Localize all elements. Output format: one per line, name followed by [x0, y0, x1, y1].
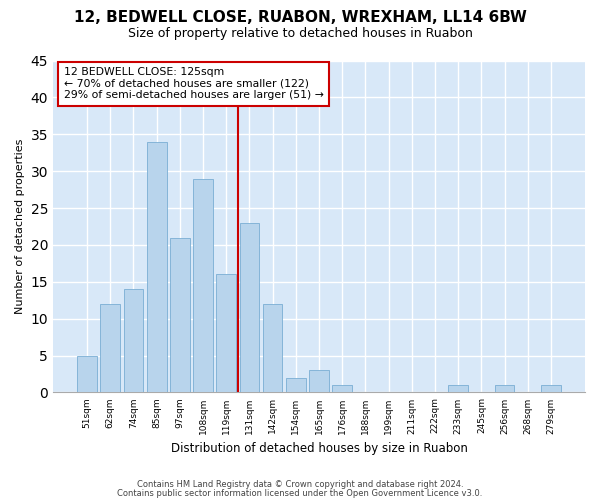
- Bar: [239, 223, 259, 392]
- Bar: [263, 304, 283, 392]
- Bar: [332, 385, 352, 392]
- Bar: [77, 356, 97, 393]
- Bar: [193, 178, 213, 392]
- Bar: [541, 385, 561, 392]
- Bar: [124, 289, 143, 393]
- Bar: [170, 238, 190, 392]
- Text: Contains HM Land Registry data © Crown copyright and database right 2024.: Contains HM Land Registry data © Crown c…: [137, 480, 463, 489]
- Text: Contains public sector information licensed under the Open Government Licence v3: Contains public sector information licen…: [118, 490, 482, 498]
- X-axis label: Distribution of detached houses by size in Ruabon: Distribution of detached houses by size …: [170, 442, 467, 455]
- Bar: [147, 142, 167, 392]
- Bar: [217, 274, 236, 392]
- Bar: [448, 385, 468, 392]
- Bar: [309, 370, 329, 392]
- Y-axis label: Number of detached properties: Number of detached properties: [15, 139, 25, 314]
- Bar: [100, 304, 120, 392]
- Text: 12 BEDWELL CLOSE: 125sqm
← 70% of detached houses are smaller (122)
29% of semi-: 12 BEDWELL CLOSE: 125sqm ← 70% of detach…: [64, 67, 323, 100]
- Text: 12, BEDWELL CLOSE, RUABON, WREXHAM, LL14 6BW: 12, BEDWELL CLOSE, RUABON, WREXHAM, LL14…: [74, 10, 526, 25]
- Bar: [495, 385, 514, 392]
- Bar: [286, 378, 305, 392]
- Text: Size of property relative to detached houses in Ruabon: Size of property relative to detached ho…: [128, 28, 472, 40]
